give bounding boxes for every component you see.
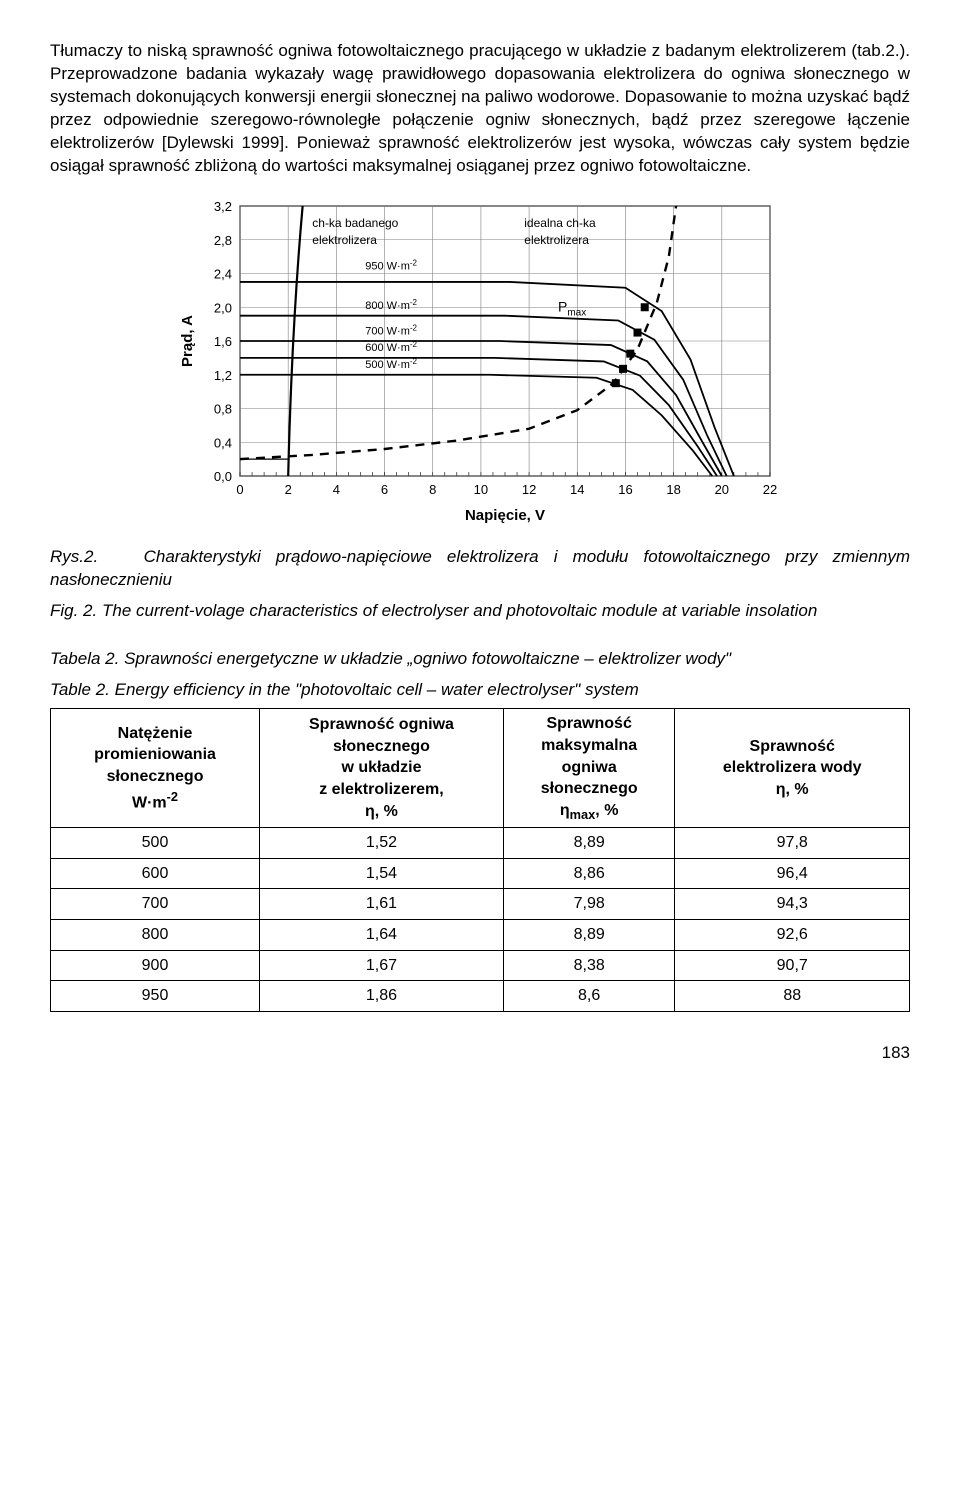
table-cell: 1,61 [260,889,504,920]
table-cell: 8,89 [503,828,675,859]
tab-lead-pl: Tabela 2. [50,649,119,668]
svg-text:700 W·m-2: 700 W·m-2 [365,323,417,337]
table-cell: 500 [51,828,260,859]
svg-text:600 W·m-2: 600 W·m-2 [365,340,417,354]
fig-lead-pl: Rys.2. [50,547,98,566]
table-cell: 900 [51,950,260,981]
table-caption-pl: Tabela 2. Sprawności energetyczne w ukła… [50,648,910,671]
table-row: 9501,868,688 [51,981,910,1012]
iv-chart: 0 2 4 6 8 10 12 14 16 18 20 22 0,0 0,4 0,8 1,2 1,6 2,0 2,4… [170,196,790,526]
svg-text:Prąd, A: Prąd, A [179,314,196,366]
table-cell: 1,67 [260,950,504,981]
svg-text:800 W·m-2: 800 W·m-2 [365,298,417,312]
svg-text:1,2: 1,2 [214,367,232,382]
svg-text:10: 10 [474,482,488,497]
table-cell: 700 [51,889,260,920]
table-header: Sprawność ogniwasłonecznegow układziez e… [260,709,504,828]
table-cell: 94,3 [675,889,910,920]
svg-text:elektrolizera: elektrolizera [524,233,589,247]
table-cell: 1,54 [260,858,504,889]
table-cell: 8,6 [503,981,675,1012]
svg-text:3,2: 3,2 [214,199,232,214]
svg-text:18: 18 [666,482,680,497]
fig-lead-en: Fig. 2. [50,601,97,620]
table-cell: 600 [51,858,260,889]
table-cell: 96,4 [675,858,910,889]
table-cell: 8,86 [503,858,675,889]
fig-text-pl: Charakterystyki prądowo-napięciowe elekt… [50,547,910,589]
table-header: Sprawnośćelektrolizera wodyη, % [675,709,910,828]
table-row: 7001,617,9894,3 [51,889,910,920]
svg-text:4: 4 [333,482,340,497]
table-cell: 950 [51,981,260,1012]
table-cell: 1,52 [260,828,504,859]
tab-lead-en: Table 2. [50,680,110,699]
svg-text:20: 20 [715,482,729,497]
svg-text:0,4: 0,4 [214,435,232,450]
table-row: 6001,548,8696,4 [51,858,910,889]
body-paragraph: Tłumaczy to niską sprawność ogniwa fotow… [50,40,910,178]
svg-text:Napięcie, V: Napięcie, V [465,507,545,524]
svg-text:idealna ch-ka: idealna ch-ka [524,216,596,230]
svg-text:2,4: 2,4 [214,266,232,281]
svg-text:elektrolizera: elektrolizera [312,233,377,247]
svg-text:2,0: 2,0 [214,300,232,315]
table-cell: 1,86 [260,981,504,1012]
table-row: 5001,528,8997,8 [51,828,910,859]
svg-text:0,0: 0,0 [214,469,232,484]
table-cell: 8,89 [503,919,675,950]
table-header: NatężeniepromieniowaniasłonecznegoW·m-2 [51,709,260,828]
table-cell: 90,7 [675,950,910,981]
figure-caption-pl: Rys.2. Charakterystyki prądowo-napięciow… [50,546,910,592]
svg-text:12: 12 [522,482,536,497]
svg-text:6: 6 [381,482,388,497]
svg-text:ch-ka badanego: ch-ka badanego [312,216,398,230]
svg-text:16: 16 [618,482,632,497]
table-caption-en: Table 2. Energy efficiency in the "photo… [50,679,910,702]
svg-text:2,8: 2,8 [214,232,232,247]
chart-container: 0 2 4 6 8 10 12 14 16 18 20 22 0,0 0,4 0,8 1,2 1,6 2,0 2,4… [50,196,910,526]
table-cell: 97,8 [675,828,910,859]
svg-text:14: 14 [570,482,584,497]
svg-text:500 W·m-2: 500 W·m-2 [365,357,417,371]
svg-text:8: 8 [429,482,436,497]
figure-caption-en: Fig. 2. The current-volage characteristi… [50,600,910,623]
svg-text:2: 2 [285,482,292,497]
efficiency-table: NatężeniepromieniowaniasłonecznegoW·m-2S… [50,708,910,1011]
svg-text:0: 0 [236,482,243,497]
tab-text-pl: Sprawności energetyczne w układzie „ogni… [124,649,731,668]
svg-text:950 W·m-2: 950 W·m-2 [365,258,417,272]
table-row: 8001,648,8992,6 [51,919,910,950]
table-cell: 7,98 [503,889,675,920]
table-row: 9001,678,3890,7 [51,950,910,981]
fig-text-en: The current-volage characteristics of el… [102,601,817,620]
table-cell: 800 [51,919,260,950]
tab-text-en: Energy efficiency in the "photovoltaic c… [115,680,639,699]
table-cell: 88 [675,981,910,1012]
page-number: 183 [50,1042,910,1065]
table-cell: 92,6 [675,919,910,950]
svg-text:1,6: 1,6 [214,334,232,349]
svg-text:0,8: 0,8 [214,401,232,416]
svg-text:22: 22 [763,482,777,497]
table-header: Sprawnośćmaksymalnaogniwasłonecznegoηmax… [503,709,675,828]
table-cell: 1,64 [260,919,504,950]
table-cell: 8,38 [503,950,675,981]
